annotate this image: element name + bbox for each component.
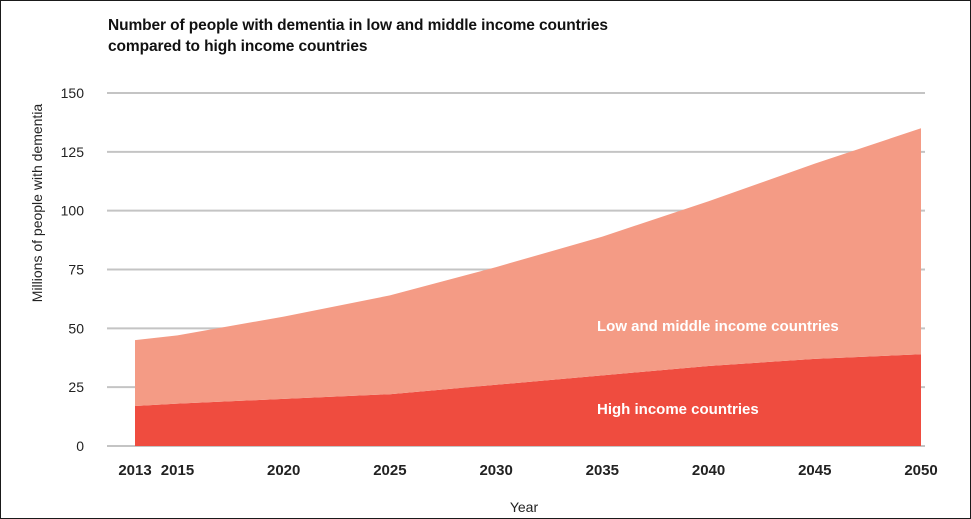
area-low-and-middle-income-countries xyxy=(135,128,921,407)
chart-title: Number of people with dementia in low an… xyxy=(108,15,608,57)
y-tick-label: 125 xyxy=(61,144,85,160)
y-tick-label: 0 xyxy=(76,438,84,454)
y-tick-label: 150 xyxy=(61,85,85,101)
y-tick-label: 100 xyxy=(61,203,85,219)
x-tick-label: 2035 xyxy=(586,462,619,479)
x-tick-label: 2013 xyxy=(118,462,151,479)
chart-title-line-1: Number of people with dementia in low an… xyxy=(108,17,608,34)
label-high-income: High income countries xyxy=(597,401,759,418)
x-tick-label: 2050 xyxy=(904,462,937,479)
x-tick-label: 2040 xyxy=(692,462,725,479)
x-axis-ticks: 2013 2015 2020 2025 2030 2035 2040 2045 2050 xyxy=(118,462,937,479)
label-low-middle-income: Low and middle income countries xyxy=(597,318,839,335)
area-series xyxy=(135,128,921,446)
y-tick-label: 25 xyxy=(68,379,84,395)
y-axis-label: Millions of people with dementia xyxy=(29,104,45,303)
x-tick-label: 2045 xyxy=(798,462,831,479)
y-tick-label: 75 xyxy=(68,262,84,278)
chart-title-line-2: compared to high income countries xyxy=(108,38,368,55)
x-tick-label: 2020 xyxy=(267,462,300,479)
y-tick-label: 50 xyxy=(68,320,84,336)
x-tick-label: 2030 xyxy=(479,462,512,479)
x-tick-label: 2015 xyxy=(161,462,194,479)
series-labels: High income countries Low and middle inco… xyxy=(597,318,839,418)
y-axis-ticks: 0 25 50 75 100 125 150 xyxy=(61,85,85,454)
x-tick-label: 2025 xyxy=(373,462,406,479)
x-axis-label: Year xyxy=(510,499,539,515)
area-high-income-countries xyxy=(135,354,921,446)
